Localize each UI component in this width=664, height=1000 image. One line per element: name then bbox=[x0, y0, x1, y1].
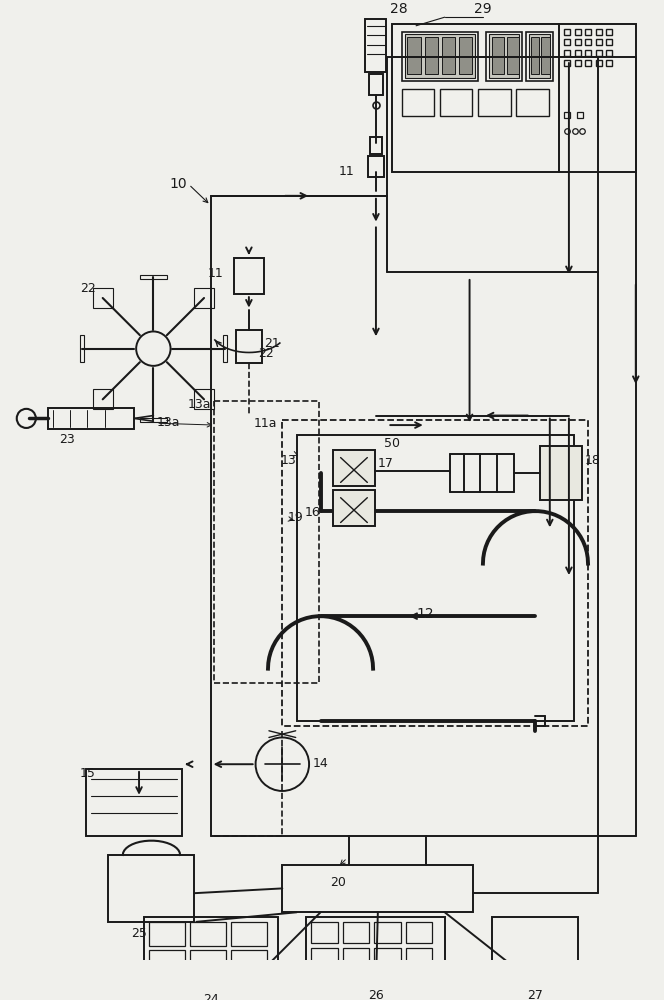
Bar bbox=[93, 288, 113, 308]
Bar bbox=[374, 922, 401, 943]
Bar bbox=[194, 389, 214, 409]
Bar bbox=[402, 32, 478, 81]
Bar bbox=[80, 335, 84, 362]
Bar bbox=[440, 89, 472, 116]
Bar bbox=[144, 917, 278, 989]
Bar bbox=[140, 418, 167, 422]
Bar bbox=[190, 950, 226, 974]
Bar bbox=[214, 401, 319, 683]
Bar bbox=[526, 32, 552, 81]
Bar bbox=[230, 950, 267, 974]
Bar bbox=[297, 435, 574, 721]
Bar bbox=[108, 855, 195, 922]
Text: 19: 19 bbox=[288, 511, 304, 524]
Bar bbox=[369, 74, 382, 95]
Bar bbox=[489, 34, 519, 78]
Bar bbox=[529, 34, 550, 78]
Text: 22: 22 bbox=[80, 282, 96, 295]
Text: 20: 20 bbox=[330, 876, 346, 889]
Bar bbox=[86, 769, 182, 836]
Bar bbox=[478, 89, 511, 116]
Bar bbox=[306, 917, 445, 984]
Bar bbox=[374, 948, 401, 969]
Bar bbox=[402, 89, 434, 116]
Bar bbox=[408, 37, 421, 74]
Bar bbox=[540, 446, 582, 500]
Text: 13: 13 bbox=[281, 454, 297, 467]
Text: 18: 18 bbox=[585, 454, 601, 467]
Text: 16: 16 bbox=[305, 506, 321, 519]
Bar bbox=[149, 922, 185, 946]
Text: 28: 28 bbox=[390, 2, 408, 16]
Bar bbox=[425, 37, 438, 74]
Text: 17: 17 bbox=[378, 457, 394, 470]
Bar bbox=[282, 865, 473, 912]
Bar bbox=[406, 948, 432, 969]
Bar bbox=[365, 19, 386, 72]
Bar bbox=[459, 37, 472, 74]
Text: 23: 23 bbox=[60, 433, 75, 446]
Bar bbox=[149, 950, 185, 974]
Text: 27: 27 bbox=[527, 989, 543, 1000]
Text: 14: 14 bbox=[313, 757, 329, 770]
Text: 29: 29 bbox=[474, 2, 492, 16]
Text: 15: 15 bbox=[80, 767, 96, 780]
Text: 11: 11 bbox=[207, 267, 223, 280]
Bar bbox=[491, 37, 504, 74]
Text: 21: 21 bbox=[264, 337, 280, 350]
Text: 25: 25 bbox=[131, 927, 147, 940]
Text: 12: 12 bbox=[417, 607, 434, 621]
Bar bbox=[369, 156, 384, 177]
Bar bbox=[343, 948, 369, 969]
Text: 11a: 11a bbox=[254, 417, 277, 430]
Bar bbox=[406, 922, 432, 943]
Text: 10: 10 bbox=[169, 177, 187, 191]
Text: 13a: 13a bbox=[156, 416, 180, 429]
Bar bbox=[442, 37, 456, 74]
Bar bbox=[486, 32, 522, 81]
Text: 50: 50 bbox=[384, 437, 400, 450]
Bar bbox=[230, 922, 267, 946]
Text: 24: 24 bbox=[203, 993, 218, 1000]
Bar bbox=[282, 420, 588, 726]
Bar bbox=[517, 89, 549, 116]
Bar bbox=[236, 330, 262, 363]
Bar bbox=[392, 24, 636, 172]
Bar bbox=[493, 917, 578, 984]
Bar bbox=[404, 34, 475, 78]
Bar bbox=[194, 288, 214, 308]
Bar bbox=[140, 275, 167, 279]
Bar bbox=[541, 37, 550, 74]
Text: 22: 22 bbox=[258, 347, 274, 360]
Bar bbox=[531, 37, 539, 74]
Bar bbox=[343, 922, 369, 943]
Text: 26: 26 bbox=[368, 989, 384, 1000]
Bar bbox=[234, 258, 264, 294]
Bar bbox=[48, 408, 134, 429]
Bar bbox=[93, 389, 113, 409]
Text: 11: 11 bbox=[338, 165, 354, 178]
Bar bbox=[311, 922, 338, 943]
Bar bbox=[507, 37, 519, 74]
Bar bbox=[371, 137, 382, 154]
Bar bbox=[190, 922, 226, 946]
Bar bbox=[333, 490, 375, 526]
Bar bbox=[311, 948, 338, 969]
Bar bbox=[333, 450, 375, 486]
Text: 13a: 13a bbox=[187, 398, 210, 411]
Bar bbox=[223, 335, 227, 362]
